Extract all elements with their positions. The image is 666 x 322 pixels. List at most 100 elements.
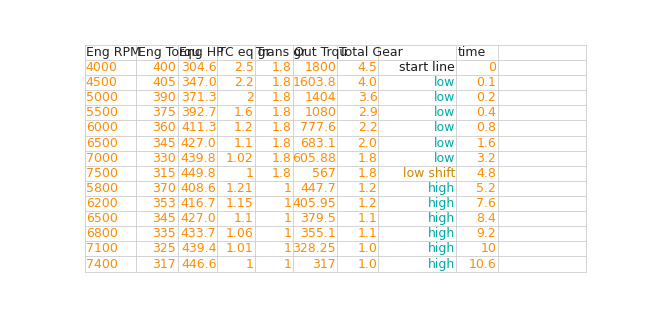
- Text: 4000: 4000: [86, 61, 118, 74]
- Text: 567: 567: [312, 167, 336, 180]
- Text: 2.9: 2.9: [358, 106, 378, 119]
- Text: Out Trqu: Out Trqu: [294, 46, 347, 59]
- Text: 0.2: 0.2: [476, 91, 496, 104]
- Text: 433.7: 433.7: [180, 227, 216, 240]
- Text: 1.0: 1.0: [358, 258, 378, 270]
- Text: 1.8: 1.8: [271, 121, 291, 135]
- Text: 371.3: 371.3: [180, 91, 216, 104]
- Text: 1800: 1800: [304, 61, 336, 74]
- Text: high: high: [428, 197, 455, 210]
- Text: 317: 317: [153, 258, 176, 270]
- Text: 1404: 1404: [304, 91, 336, 104]
- Text: 6000: 6000: [86, 121, 118, 135]
- Text: 5500: 5500: [86, 106, 118, 119]
- Text: 1080: 1080: [304, 106, 336, 119]
- Text: 2: 2: [246, 91, 254, 104]
- Text: 1.2: 1.2: [358, 197, 378, 210]
- Text: 1.8: 1.8: [271, 167, 291, 180]
- Text: 1.15: 1.15: [226, 197, 254, 210]
- Text: low: low: [434, 76, 455, 89]
- Text: low: low: [434, 91, 455, 104]
- Text: Eng HP: Eng HP: [178, 46, 223, 59]
- Text: 2.5: 2.5: [234, 61, 254, 74]
- Text: 1: 1: [246, 167, 254, 180]
- Text: 6500: 6500: [86, 137, 118, 150]
- Text: Total Gear: Total Gear: [339, 46, 402, 59]
- Text: 7400: 7400: [86, 258, 118, 270]
- Text: 1.1: 1.1: [358, 212, 378, 225]
- Text: 345: 345: [153, 137, 176, 150]
- Text: 411.3: 411.3: [181, 121, 216, 135]
- Text: 1.8: 1.8: [271, 137, 291, 150]
- Text: 1.1: 1.1: [234, 137, 254, 150]
- Text: 1: 1: [284, 197, 291, 210]
- Text: high: high: [428, 258, 455, 270]
- Text: high: high: [428, 212, 455, 225]
- Text: 1.8: 1.8: [358, 152, 378, 165]
- Text: 1.6: 1.6: [234, 106, 254, 119]
- Text: 1: 1: [284, 227, 291, 240]
- Text: 2.2: 2.2: [234, 76, 254, 89]
- Text: 1.8: 1.8: [271, 106, 291, 119]
- Text: 370: 370: [153, 182, 176, 195]
- Text: TC eq gr: TC eq gr: [218, 46, 271, 59]
- Text: 1.8: 1.8: [358, 167, 378, 180]
- Text: 447.7: 447.7: [300, 182, 336, 195]
- Text: 427.0: 427.0: [180, 137, 216, 150]
- Text: start line: start line: [399, 61, 455, 74]
- Text: 1.1: 1.1: [358, 227, 378, 240]
- Text: 683.1: 683.1: [300, 137, 336, 150]
- Text: 379.5: 379.5: [300, 212, 336, 225]
- Text: 1.01: 1.01: [226, 242, 254, 255]
- Text: 1.02: 1.02: [226, 152, 254, 165]
- Text: 345: 345: [153, 212, 176, 225]
- Text: high: high: [428, 242, 455, 255]
- Text: 5800: 5800: [86, 182, 118, 195]
- Text: 408.6: 408.6: [180, 182, 216, 195]
- Text: 2.0: 2.0: [358, 137, 378, 150]
- Text: 1.8: 1.8: [271, 152, 291, 165]
- Text: time: time: [458, 46, 486, 59]
- Text: 10: 10: [480, 242, 496, 255]
- Text: high: high: [428, 227, 455, 240]
- Text: 3.6: 3.6: [358, 91, 378, 104]
- Text: 328.25: 328.25: [292, 242, 336, 255]
- Text: 353: 353: [153, 197, 176, 210]
- Text: 3.2: 3.2: [476, 152, 496, 165]
- Text: 405: 405: [153, 76, 176, 89]
- Text: 8.4: 8.4: [476, 212, 496, 225]
- Text: 1: 1: [284, 182, 291, 195]
- Text: 1.8: 1.8: [271, 61, 291, 74]
- Text: 347.0: 347.0: [180, 76, 216, 89]
- Text: 0.8: 0.8: [476, 121, 496, 135]
- Text: 0.4: 0.4: [476, 106, 496, 119]
- Text: 317: 317: [312, 258, 336, 270]
- Text: 0: 0: [488, 61, 496, 74]
- Text: 392.7: 392.7: [180, 106, 216, 119]
- Text: 355.1: 355.1: [300, 227, 336, 240]
- Text: 449.8: 449.8: [180, 167, 216, 180]
- Text: 7100: 7100: [86, 242, 118, 255]
- Text: 1.8: 1.8: [271, 91, 291, 104]
- Text: 7000: 7000: [86, 152, 118, 165]
- Text: 405.95: 405.95: [292, 197, 336, 210]
- Text: 335: 335: [153, 227, 176, 240]
- Text: 390: 390: [153, 91, 176, 104]
- Text: 330: 330: [153, 152, 176, 165]
- Text: 0.1: 0.1: [476, 76, 496, 89]
- Text: 439.8: 439.8: [180, 152, 216, 165]
- Text: 304.6: 304.6: [180, 61, 216, 74]
- Text: 1.21: 1.21: [226, 182, 254, 195]
- Text: 1.2: 1.2: [234, 121, 254, 135]
- Text: 7.6: 7.6: [476, 197, 496, 210]
- Text: 4.5: 4.5: [358, 61, 378, 74]
- Text: 6200: 6200: [86, 197, 118, 210]
- Text: 1.2: 1.2: [358, 182, 378, 195]
- Text: 5000: 5000: [86, 91, 118, 104]
- Text: 360: 360: [153, 121, 176, 135]
- Text: 315: 315: [153, 167, 176, 180]
- Text: 1: 1: [246, 258, 254, 270]
- Text: 5.2: 5.2: [476, 182, 496, 195]
- Text: low shift: low shift: [402, 167, 455, 180]
- Text: 10.6: 10.6: [468, 258, 496, 270]
